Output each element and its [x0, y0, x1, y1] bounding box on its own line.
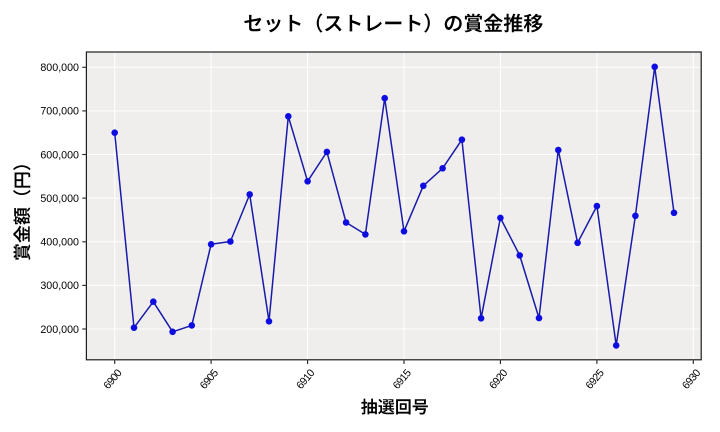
svg-text:200,000: 200,000 — [40, 324, 79, 336]
svg-text:600,000: 600,000 — [40, 149, 79, 161]
svg-text:300,000: 300,000 — [40, 280, 79, 292]
svg-text:800,000: 800,000 — [40, 62, 79, 74]
svg-text:700,000: 700,000 — [40, 106, 79, 118]
svg-text:400,000: 400,000 — [40, 237, 79, 249]
svg-text:500,000: 500,000 — [40, 193, 79, 205]
